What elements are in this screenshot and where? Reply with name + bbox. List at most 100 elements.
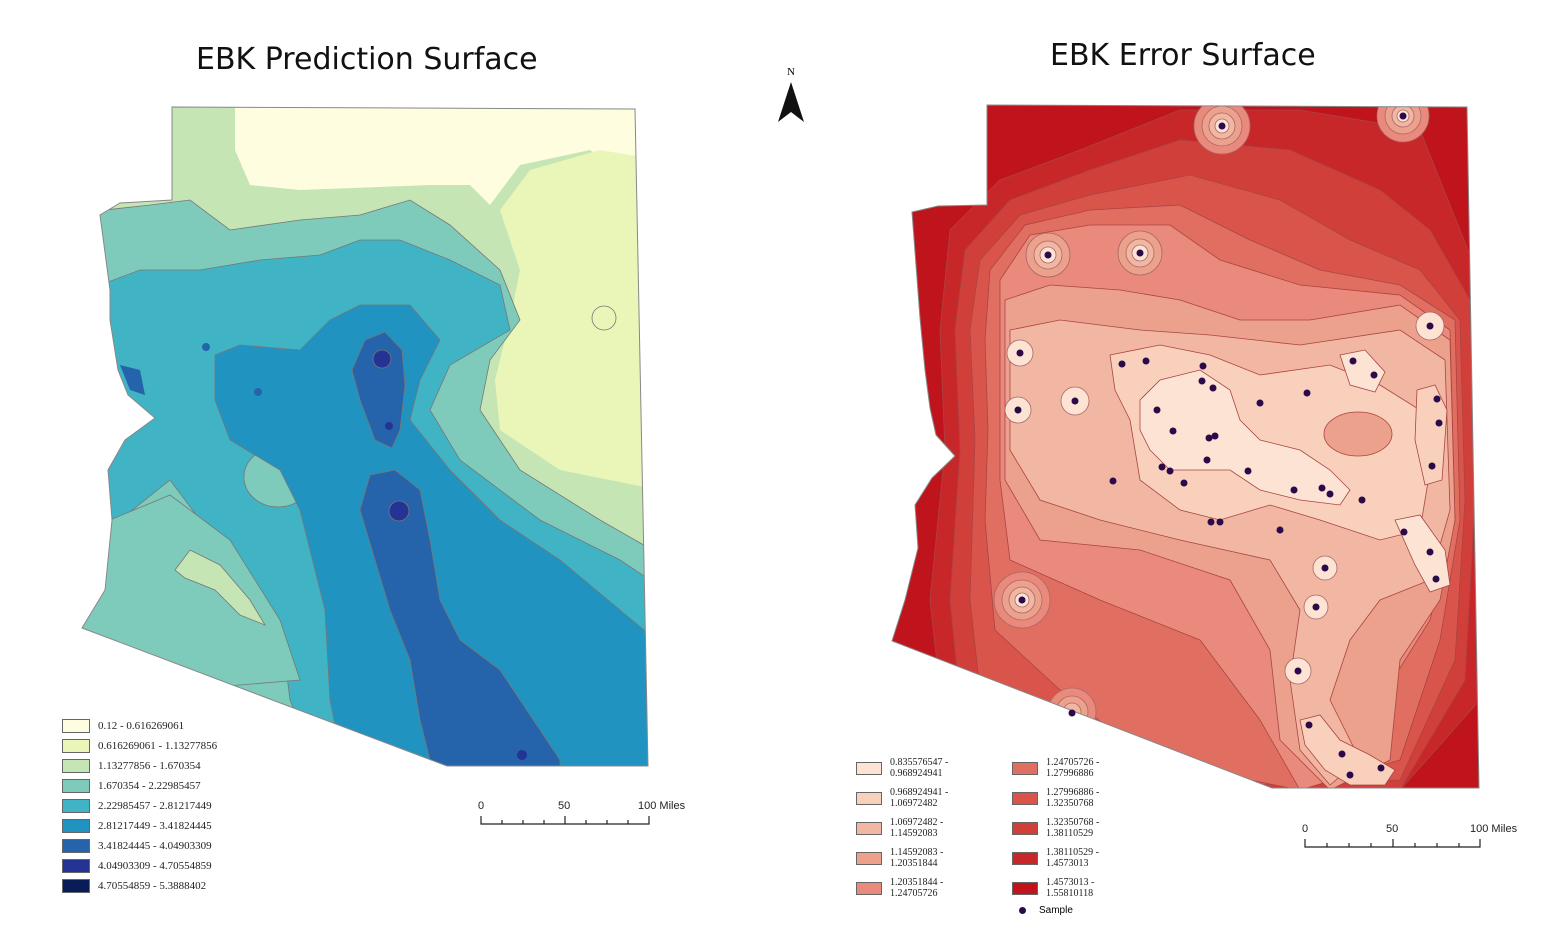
legend-label: 1.27996886 - bbox=[1046, 787, 1100, 798]
sample-label: Sample bbox=[1039, 904, 1073, 916]
sample-point bbox=[1136, 249, 1144, 257]
legend-swatch bbox=[1012, 791, 1038, 805]
legend-item: 1.27996886 -1.32350768 bbox=[1012, 783, 1099, 813]
legend-item: 1.670354 - 2.22985457 bbox=[62, 776, 217, 796]
north-arrow: N bbox=[774, 66, 808, 129]
legend-label: 4.04903309 - 4.70554859 bbox=[98, 860, 212, 872]
sample-point bbox=[1071, 397, 1079, 405]
sample-point bbox=[1014, 406, 1022, 414]
sample-point bbox=[1118, 360, 1126, 368]
sample-point bbox=[1068, 709, 1076, 717]
legend-sample: Sample bbox=[1010, 902, 1073, 918]
legend-label: 1.20351844 bbox=[890, 858, 938, 869]
prediction-peak-2 bbox=[388, 500, 410, 522]
error-zone-mid-patch bbox=[1323, 411, 1393, 457]
sample-point bbox=[1399, 112, 1407, 120]
legend-item: 4.04903309 - 4.70554859 bbox=[62, 856, 217, 876]
sample-point bbox=[1370, 371, 1378, 379]
sample-point bbox=[1294, 667, 1302, 675]
legend-label: 1.32350768 - bbox=[1046, 817, 1100, 828]
sample-point bbox=[1218, 122, 1226, 130]
legend-swatch bbox=[1012, 761, 1038, 775]
error-zone-1b bbox=[1299, 714, 1396, 786]
legend-swatch bbox=[856, 791, 882, 805]
legend-swatch bbox=[62, 799, 90, 813]
sample-point bbox=[1426, 548, 1434, 556]
prediction-legend: 0.12 - 0.616269061 0.616269061 - 1.13277… bbox=[62, 716, 217, 896]
sample-point bbox=[1326, 490, 1334, 498]
sample-point bbox=[1198, 377, 1206, 385]
legend-label: 1.27996886 bbox=[1046, 768, 1094, 779]
sample-point bbox=[1290, 486, 1298, 494]
legend-item: 4.70554859 - 5.3888402 bbox=[62, 876, 217, 896]
sample-point bbox=[1216, 518, 1224, 526]
prediction-zone-sw-light bbox=[174, 549, 266, 626]
sample-point bbox=[1180, 479, 1188, 487]
legend-swatch bbox=[62, 719, 90, 733]
legend-item: 2.22985457 - 2.81217449 bbox=[62, 796, 217, 816]
legend-item: 0.616269061 - 1.13277856 bbox=[62, 736, 217, 756]
sample-point bbox=[1166, 467, 1174, 475]
legend-label: 0.968924941 bbox=[890, 768, 943, 779]
scale-label-0: 0 bbox=[1302, 823, 1309, 835]
error-zone-1e bbox=[1394, 514, 1451, 593]
legend-swatch bbox=[856, 821, 882, 835]
prediction-zone-low bbox=[495, 150, 648, 490]
legend-label: 1.13277856 - 1.670354 bbox=[98, 760, 201, 772]
error-map-title: EBK Error Surface bbox=[1050, 38, 1316, 73]
legend-label: 2.81217449 - 3.41824445 bbox=[98, 820, 212, 832]
sample-point bbox=[1256, 399, 1264, 407]
scale-bar-line bbox=[1304, 839, 1481, 848]
legend-item: 0.12 - 0.616269061 bbox=[62, 716, 217, 736]
sample-point bbox=[1244, 467, 1252, 475]
legend-label: 1.24705726 - bbox=[1046, 757, 1100, 768]
legend-item: 1.32350768 -1.38110529 bbox=[1012, 813, 1099, 843]
sample-point bbox=[1338, 750, 1346, 758]
sample-point bbox=[1321, 564, 1329, 572]
prediction-peak-5 bbox=[202, 343, 210, 351]
sample-point bbox=[1203, 456, 1211, 464]
legend-item: 1.24705726 -1.27996886 bbox=[1012, 753, 1099, 783]
north-label: N bbox=[787, 66, 795, 78]
prediction-zone-dark bbox=[351, 331, 406, 449]
legend-label: 0.616269061 - 1.13277856 bbox=[98, 740, 218, 752]
prediction-zone-lowest bbox=[235, 107, 648, 205]
sample-point bbox=[1426, 322, 1434, 330]
legend-item: 3.41824445 - 4.04903309 bbox=[62, 836, 217, 856]
legend-item: 1.14592083 -1.20351844 bbox=[856, 843, 948, 873]
legend-label: 0.968924941 - bbox=[890, 787, 949, 798]
scale-label-0: 0 bbox=[478, 800, 485, 812]
legend-label: 0.12 - 0.616269061 bbox=[98, 720, 185, 732]
legend-label: 1.4573013 bbox=[1046, 858, 1089, 869]
error-legend-col1: 0.835576547 -0.968924941 0.968924941 -1.… bbox=[856, 753, 948, 903]
legend-label: 1.32350768 bbox=[1046, 798, 1094, 809]
legend-swatch bbox=[62, 759, 90, 773]
sample-point bbox=[1435, 419, 1443, 427]
legend-label: 1.20351844 - bbox=[890, 877, 944, 888]
sample-point bbox=[1142, 357, 1150, 365]
scale-bar-line bbox=[480, 816, 650, 825]
prediction-peak-3 bbox=[385, 422, 393, 430]
sample-point bbox=[1349, 357, 1357, 365]
scale-label-50: 50 bbox=[1386, 823, 1399, 835]
error-legend-col2: 1.24705726 -1.27996886 1.27996886 -1.323… bbox=[1012, 753, 1099, 903]
legend-label: 1.4573013 - bbox=[1046, 877, 1095, 888]
legend-swatch bbox=[62, 819, 90, 833]
sample-point bbox=[1109, 477, 1117, 485]
sample-point bbox=[1044, 251, 1052, 259]
legend-swatch bbox=[856, 761, 882, 775]
legend-swatch bbox=[62, 739, 90, 753]
sample-point bbox=[1209, 384, 1217, 392]
prediction-peak-4 bbox=[254, 388, 262, 396]
error-zone-1c bbox=[1414, 384, 1448, 486]
error-scale-bar: 0 50 100 Miles bbox=[1302, 823, 1532, 853]
sample-point bbox=[1312, 603, 1320, 611]
legend-item: 1.06972482 -1.14592083 bbox=[856, 813, 948, 843]
sample-point bbox=[1199, 362, 1207, 370]
prediction-scale-bar: 0 50 100 Miles bbox=[478, 800, 698, 830]
prediction-zone-blue bbox=[214, 304, 648, 766]
sample-point bbox=[1346, 771, 1354, 779]
sample-point bbox=[1428, 462, 1436, 470]
error-map-outline bbox=[891, 104, 1480, 789]
